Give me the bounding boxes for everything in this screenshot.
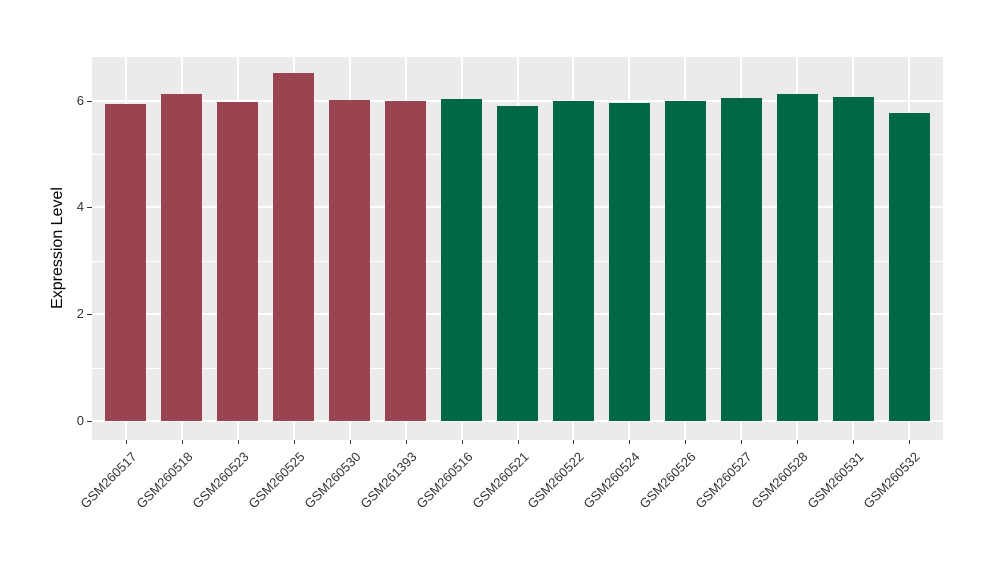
x-tick-mark-GSM260532 [909, 440, 911, 444]
bar-GSM260518 [161, 94, 203, 421]
y-tick-label-6: 6 [76, 92, 84, 108]
x-tick-mark-GSM260530 [349, 440, 351, 444]
x-tick-mark-GSM260517 [125, 440, 127, 444]
y-tick-label-4: 4 [76, 199, 84, 215]
bar-GSM261393 [385, 100, 427, 421]
bar-GSM260528 [776, 94, 818, 421]
y-tick-label-2: 2 [76, 306, 84, 322]
bar-GSM260530 [329, 100, 371, 421]
bar-GSM260521 [497, 106, 538, 421]
x-tick-label-GSM260532: GSM260532 [860, 449, 924, 512]
x-tick-mark-GSM260527 [741, 440, 743, 444]
x-tick-label-GSM260517: GSM260517 [76, 449, 140, 512]
plot-panel [92, 57, 943, 440]
x-tick-label-GSM260530: GSM260530 [300, 449, 364, 512]
y-tick-mark-6 [87, 100, 92, 102]
x-tick-label-GSM260516: GSM260516 [412, 449, 476, 512]
bar-GSM260524 [608, 103, 650, 421]
x-tick-mark-GSM260525 [293, 440, 295, 444]
bar-GSM260525 [273, 73, 315, 421]
bar-GSM260531 [832, 96, 874, 421]
bar-GSM260523 [217, 101, 259, 421]
y-tick-mark-4 [87, 207, 92, 209]
x-tick-mark-GSM260524 [629, 440, 631, 444]
bar-GSM260516 [441, 98, 482, 421]
x-tick-label-GSM260525: GSM260525 [244, 449, 308, 512]
x-tick-mark-GSM260522 [573, 440, 575, 444]
y-tick-label-0: 0 [76, 413, 84, 428]
x-tick-mark-GSM260523 [237, 440, 239, 444]
x-tick-mark-GSM260526 [685, 440, 687, 444]
x-tick-label-GSM261393: GSM261393 [356, 449, 420, 512]
x-tick-label-GSM260523: GSM260523 [188, 449, 252, 512]
bar-GSM260532 [888, 112, 930, 421]
x-tick-mark-GSM260528 [797, 440, 799, 444]
x-tick-mark-GSM260518 [181, 440, 183, 444]
x-tick-mark-GSM260516 [461, 440, 463, 444]
x-tick-label-GSM260518: GSM260518 [132, 449, 196, 512]
y-tick-mark-0 [87, 421, 92, 422]
bar-GSM260517 [105, 104, 147, 421]
y-tick-mark-2 [87, 314, 92, 316]
x-tick-mark-GSM260521 [517, 440, 519, 444]
x-tick-mark-GSM260531 [853, 440, 855, 444]
x-tick-mark-GSM261393 [405, 440, 407, 444]
bar-GSM260526 [664, 100, 706, 421]
bar-GSM260527 [720, 97, 762, 421]
bar-GSM260522 [552, 100, 594, 421]
